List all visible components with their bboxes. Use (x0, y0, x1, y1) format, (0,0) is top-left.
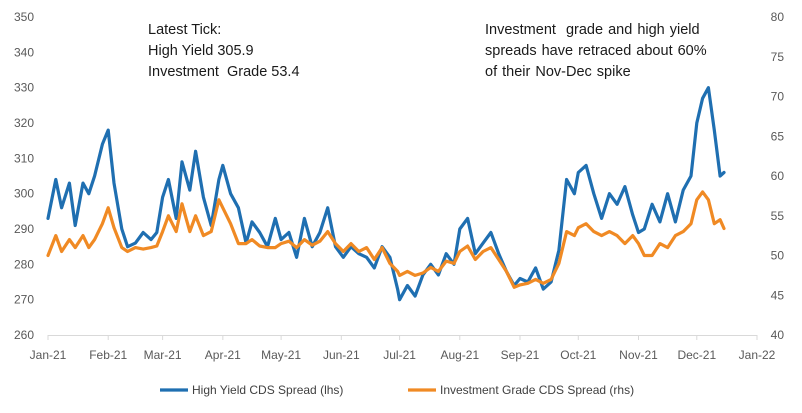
x-tick-label: Nov-21 (619, 348, 658, 362)
x-tick-label: Oct-21 (560, 348, 596, 362)
y-right-tick-label: 65 (771, 129, 785, 143)
legend-label: High Yield CDS Spread (lhs) (192, 383, 343, 397)
y-right-tick-label: 50 (771, 249, 785, 263)
retrace-note-line-3: of their Nov-Dec spike (485, 64, 631, 80)
retrace-note-line-2: spreads have retraced about 60% (485, 43, 707, 59)
y-right-tick-label: 40 (771, 328, 785, 342)
y-left-tick-label: 340 (14, 45, 34, 59)
latest-tick-line-2: High Yield 305.9 (148, 43, 254, 59)
investment-grade-series-line (46, 190, 726, 289)
x-tick-label: Sep-21 (501, 348, 540, 362)
y-left-tick-label: 330 (14, 81, 34, 95)
latest-tick-line-3: Investment Grade 53.4 (148, 64, 300, 80)
x-axis-ticks: Jan-21 Feb-21 Mar-21 Apr-21 May-21 Jun-21 Jul-… (30, 335, 776, 362)
left-axis-ticks: 260 270 280 290 300 310 320 330 340 350 (14, 10, 34, 342)
latest-tick-annotation: Latest Tick: High Yield 305.9 Investment… (148, 20, 300, 83)
x-tick-label: Feb-21 (89, 348, 127, 362)
y-right-tick-label: 55 (771, 209, 785, 223)
y-right-tick-label: 75 (771, 50, 785, 64)
x-tick-label: Jul-21 (383, 348, 416, 362)
x-tick-label: Jan-22 (739, 348, 776, 362)
x-tick-label: Apr-21 (205, 348, 241, 362)
right-axis-ticks: 40 45 50 55 60 65 70 75 80 (771, 10, 785, 342)
x-tick-label: Mar-21 (144, 348, 182, 362)
retrace-note-annotation: Investment grade and high yield spreads … (485, 20, 707, 83)
x-tick-label: Aug-21 (440, 348, 479, 362)
x-tick-label: Jan-21 (30, 348, 67, 362)
high-yield-series-line (46, 86, 726, 302)
y-left-tick-label: 350 (14, 10, 34, 24)
y-left-tick-label: 270 (14, 293, 34, 307)
y-left-tick-label: 310 (14, 151, 34, 165)
y-left-tick-label: 280 (14, 257, 34, 271)
y-right-tick-label: 80 (771, 10, 785, 24)
legend-label: Investment Grade CDS Spread (rhs) (440, 383, 634, 397)
y-right-tick-label: 60 (771, 169, 785, 183)
series-layer (46, 86, 726, 302)
y-left-tick-label: 260 (14, 328, 34, 342)
x-tick-label: Dec-21 (677, 348, 716, 362)
y-left-tick-label: 290 (14, 222, 34, 236)
retrace-note-line-1: Investment grade and high yield (485, 22, 700, 38)
y-left-tick-label: 300 (14, 187, 34, 201)
latest-tick-line-1: Latest Tick: (148, 22, 222, 38)
legend: High Yield CDS Spread (lhs) Investment Gr… (160, 383, 634, 397)
y-left-tick-label: 320 (14, 116, 34, 130)
x-tick-label: May-21 (261, 348, 301, 362)
x-tick-label: Jun-21 (323, 348, 360, 362)
y-right-tick-label: 70 (771, 90, 785, 104)
y-right-tick-label: 45 (771, 288, 785, 302)
